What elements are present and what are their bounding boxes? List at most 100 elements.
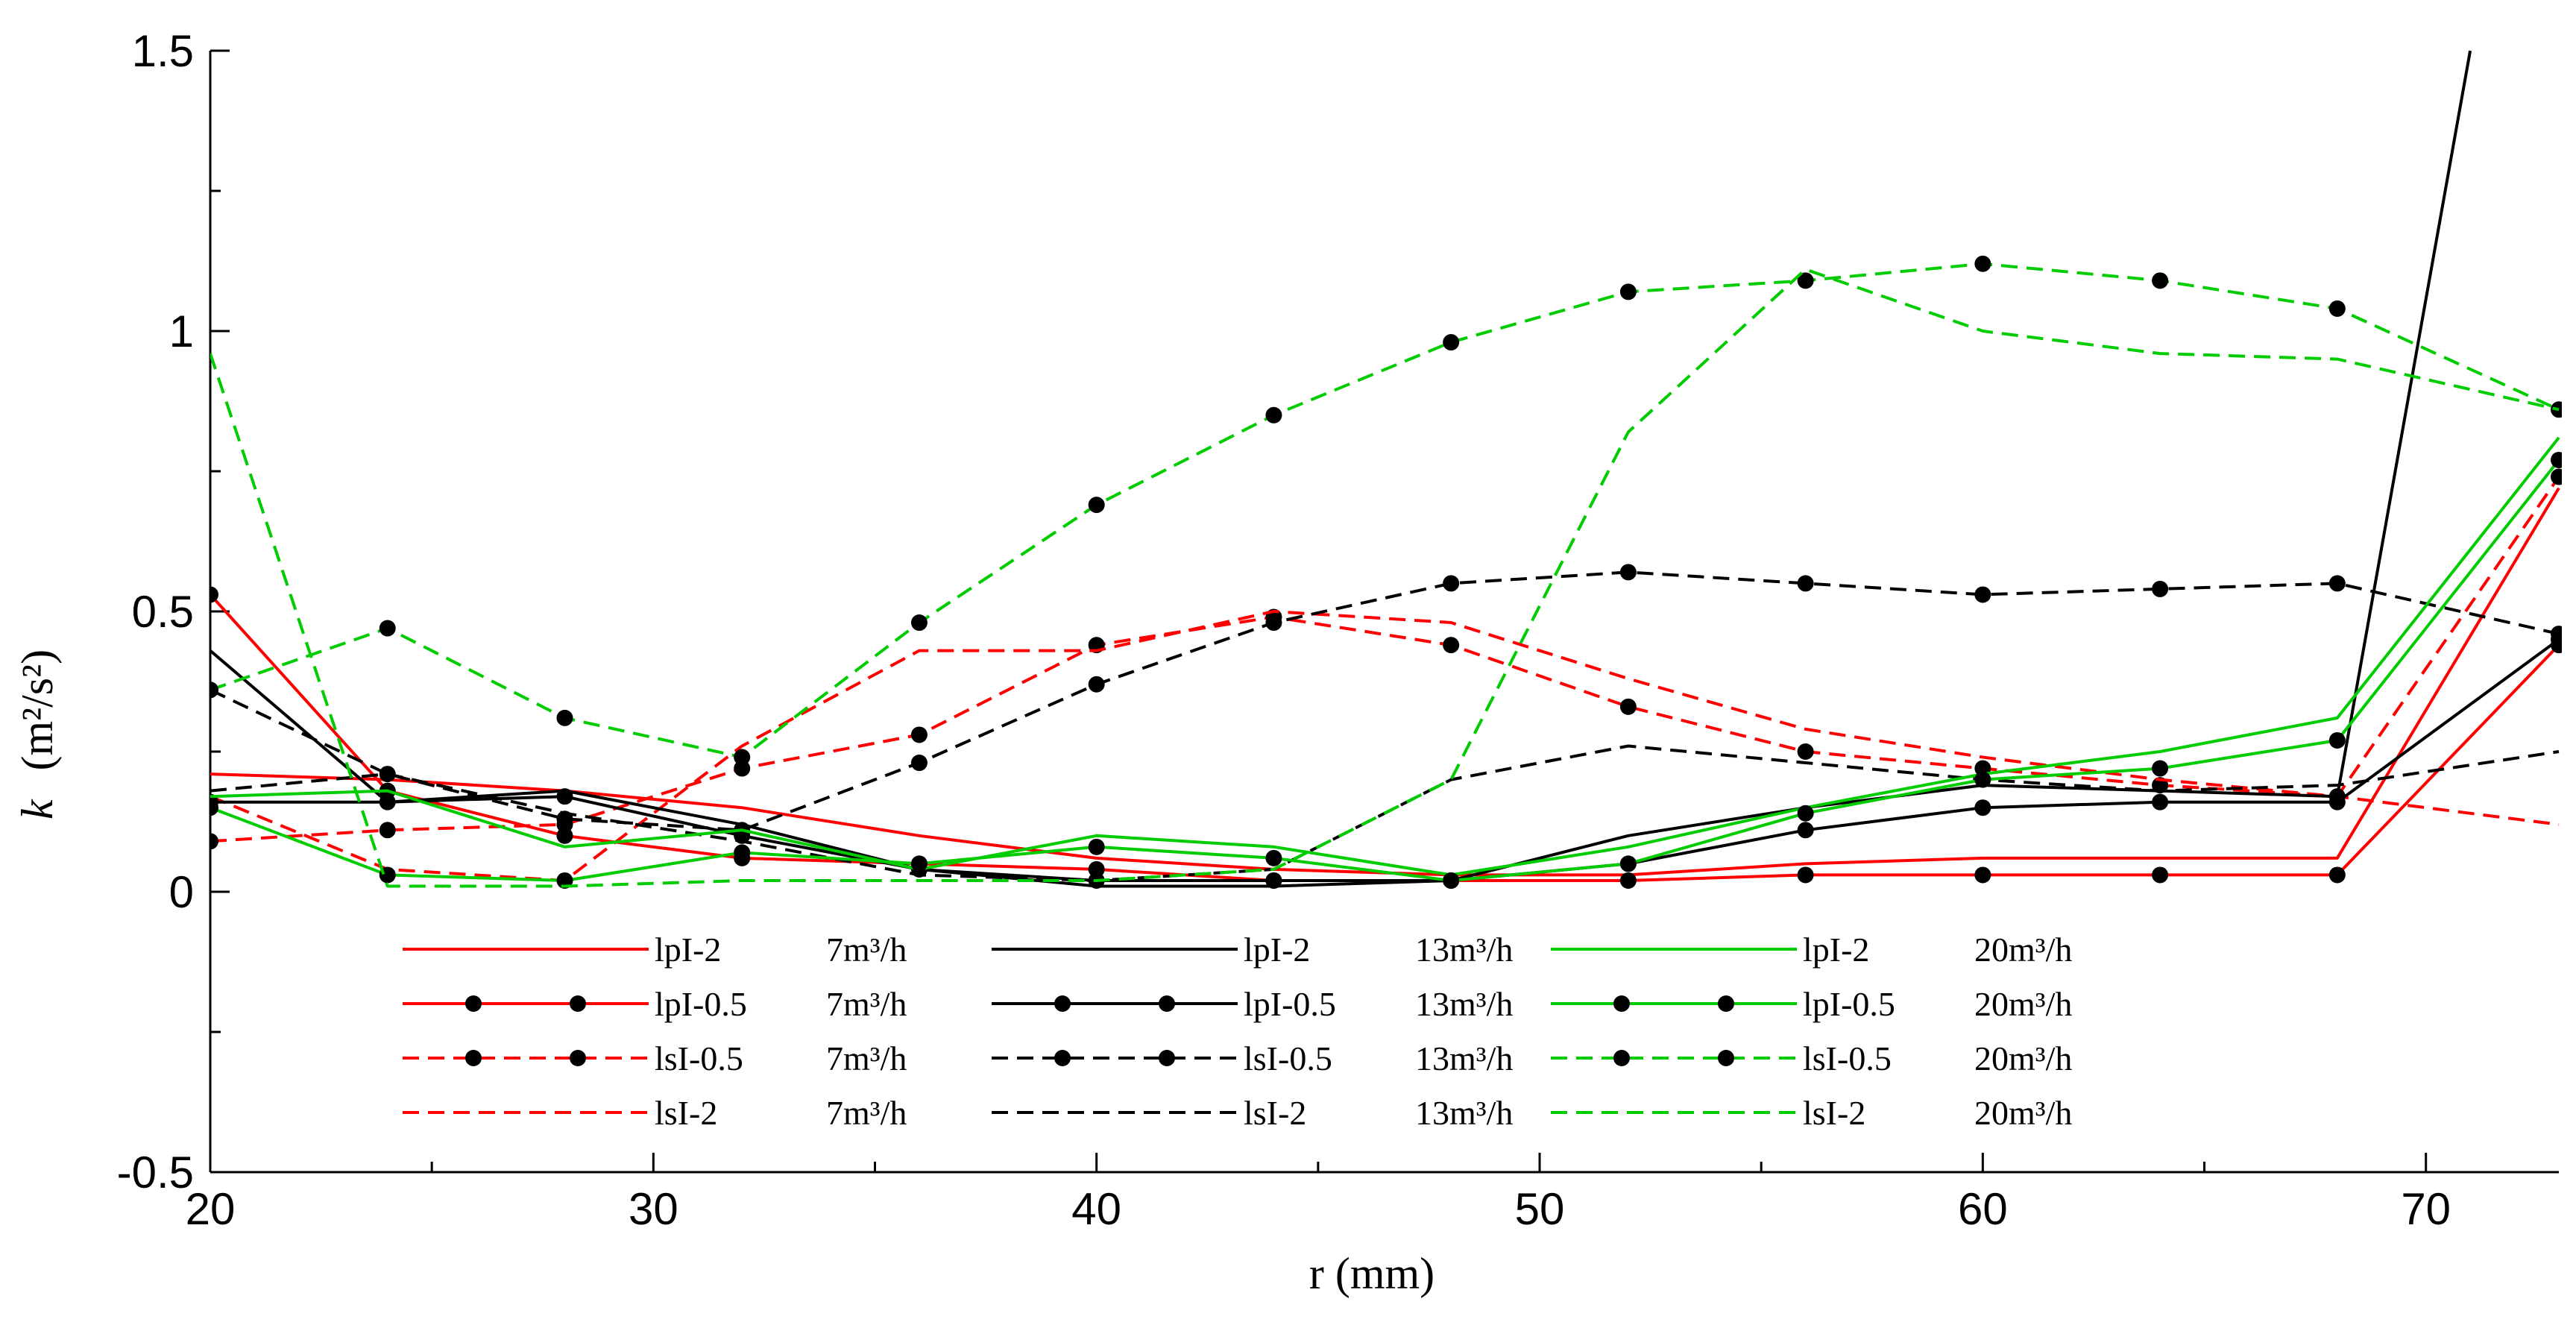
legend-rate: 20m³/h: [1974, 1094, 2072, 1132]
legend-rate: 7m³/h: [826, 931, 907, 969]
data-point: [734, 844, 751, 861]
x-tick-label: 70: [2401, 1184, 2451, 1234]
legend-rate: 13m³/h: [1415, 1094, 1513, 1132]
data-point: [1443, 872, 1460, 889]
data-point: [379, 822, 396, 839]
data-point: [210, 682, 218, 699]
svg-text:k (m²/s²): k (m²/s²): [13, 649, 62, 819]
data-point: [2152, 580, 2169, 597]
data-point: [1088, 860, 1105, 878]
data-point: [210, 833, 218, 850]
data-point: [1265, 872, 1282, 889]
data-point: [2328, 866, 2346, 884]
data-point: [556, 788, 573, 805]
legend-label: lpI-0.5: [1244, 985, 1336, 1023]
legend-swatch-marker: [1613, 1050, 1630, 1066]
data-point: [1443, 334, 1460, 351]
data-point: [1619, 872, 1637, 889]
y-tick-label: 0.5: [132, 587, 194, 637]
data-point: [2152, 760, 2169, 777]
data-point: [2551, 451, 2562, 468]
data-point: [379, 793, 396, 810]
legend-entry: lsI-0.5 13m³/h: [992, 1039, 1513, 1077]
legend-label: lsI-2: [1803, 1094, 1865, 1132]
data-point: [1797, 272, 1814, 289]
legend-swatch-marker: [1159, 1050, 1175, 1066]
legend-rate: 13m³/h: [1415, 931, 1513, 969]
legend-entry: lsI-2 7m³/h: [403, 1094, 907, 1132]
legend-entry: lpI-0.5 7m³/h: [403, 985, 907, 1023]
data-point: [910, 726, 928, 743]
y-tick-label: 1.5: [132, 26, 194, 76]
data-point: [1088, 497, 1105, 514]
series-lpI-2-7m³/h: [210, 487, 2560, 877]
data-point: [2328, 575, 2346, 592]
series-line: [210, 436, 2560, 877]
series-lpI-0.5-20m³/h: [210, 451, 2562, 889]
data-point: [2152, 272, 2169, 289]
series-line: [210, 262, 2560, 759]
legend-label: lpI-0.5: [1803, 985, 1895, 1023]
series-lsI-2-20m³/h: [210, 268, 2560, 888]
data-point: [1265, 614, 1282, 632]
legend-rate: 7m³/h: [826, 1094, 907, 1132]
data-point: [1265, 849, 1282, 866]
data-point: [1797, 575, 1814, 592]
y-axis-symbol: k: [13, 799, 62, 819]
data-point: [556, 709, 573, 726]
data-point: [910, 755, 928, 772]
y-axis-title: k (m²/s²): [13, 649, 62, 819]
x-tick-label: 40: [1071, 1184, 1121, 1234]
series-lsI-0.5-20m³/h: [210, 255, 2562, 766]
series-lsI-2-7m³/h: [210, 610, 2560, 882]
data-point: [1619, 564, 1637, 581]
legend-swatch-marker: [570, 1050, 586, 1066]
legend-rate: 13m³/h: [1415, 985, 1513, 1023]
series-line: [210, 476, 2560, 843]
legend-entry: lsI-2 13m³/h: [992, 1094, 1513, 1132]
legend-entry: lsI-0.5 20m³/h: [1551, 1039, 2072, 1077]
data-point: [1974, 255, 1991, 272]
legend-label: lpI-2: [1803, 931, 1869, 969]
x-tick-label: 50: [1515, 1184, 1565, 1234]
data-point: [1619, 855, 1637, 872]
data-point: [1265, 406, 1282, 424]
data-point: [1797, 743, 1814, 760]
legend-entry: lsI-2 20m³/h: [1551, 1094, 2072, 1132]
legend-swatch-marker: [1718, 1050, 1734, 1066]
x-tick-label: 30: [629, 1184, 678, 1234]
data-point: [210, 799, 218, 816]
legend-entry: lpI-2 7m³/h: [403, 931, 907, 969]
series-line: [210, 268, 2560, 888]
data-point: [1443, 575, 1460, 592]
data-point: [1974, 799, 1991, 816]
y-axis-units: (m²/s²): [13, 649, 62, 771]
data-point: [1619, 283, 1637, 300]
legend-label: lpI-0.5: [655, 985, 747, 1023]
data-point: [2551, 468, 2562, 485]
data-point: [1974, 771, 1991, 788]
data-point: [1619, 698, 1637, 715]
data-point: [2328, 731, 2346, 749]
data-point: [1088, 838, 1105, 855]
legend-swatch-marker: [1613, 995, 1630, 1012]
data-point: [556, 827, 573, 844]
legend-entry: lpI-2 13m³/h: [992, 931, 1513, 969]
data-point: [1974, 866, 1991, 884]
legend-rate: 7m³/h: [826, 1039, 907, 1077]
data-point: [1797, 805, 1814, 822]
data-point: [1088, 676, 1105, 693]
legend-rate: 20m³/h: [1974, 985, 2072, 1023]
data-point: [734, 760, 751, 777]
data-point: [2152, 793, 2169, 810]
series-line: [210, 570, 2560, 832]
series-line: [210, 610, 2560, 882]
data-point: [379, 620, 396, 637]
legend-label: lpI-2: [1244, 931, 1310, 969]
legend-rate: 20m³/h: [1974, 1039, 2072, 1077]
legend-label: lsI-2: [655, 1094, 717, 1132]
legend: lpI-2 7m³/h lpI-0.5 7m³/h lsI-0.5 7m³/h lsI-2 7…: [403, 931, 2072, 1132]
data-point: [734, 749, 751, 766]
x-axis-title: r (mm): [1309, 1249, 1435, 1298]
